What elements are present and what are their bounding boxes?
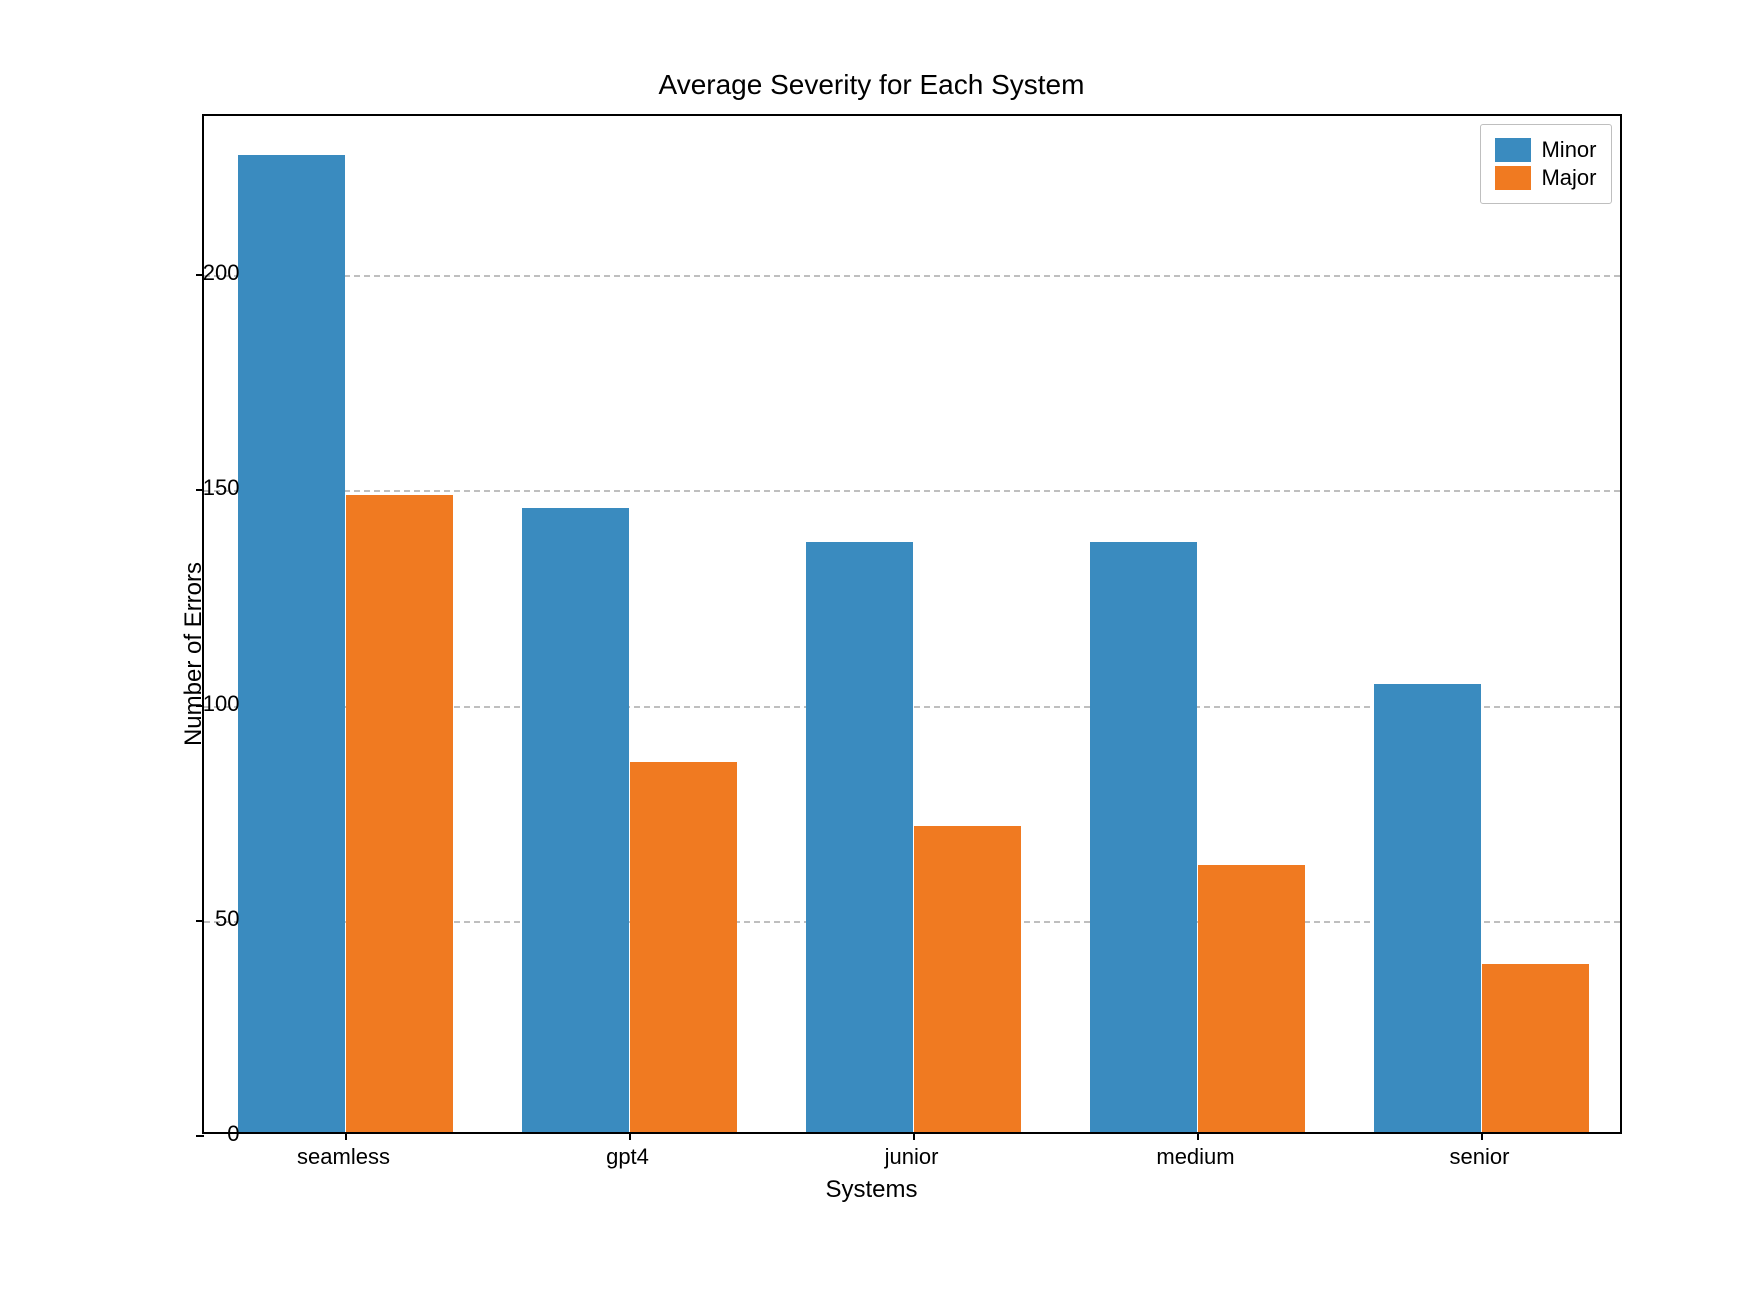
- x-tick-label: seamless: [297, 1144, 390, 1170]
- bar: [1374, 684, 1482, 1132]
- grid-line: [204, 275, 1620, 277]
- x-tick-mark: [345, 1132, 347, 1140]
- bar: [1090, 542, 1198, 1132]
- x-tick-label: medium: [1156, 1144, 1234, 1170]
- x-tick-mark: [913, 1132, 915, 1140]
- y-tick-label: 50: [180, 906, 240, 932]
- bar: [1482, 964, 1590, 1132]
- bar: [914, 826, 1022, 1132]
- legend-swatch: [1495, 138, 1531, 162]
- grid-line: [204, 490, 1620, 492]
- y-tick-label: 0: [180, 1121, 240, 1147]
- bar: [522, 508, 630, 1132]
- bar: [806, 542, 914, 1132]
- bar: [630, 762, 738, 1132]
- plot-area: MinorMajor: [202, 114, 1622, 1134]
- legend-item: Minor: [1495, 137, 1596, 163]
- chart-title: Average Severity for Each System: [72, 69, 1672, 101]
- y-tick-label: 100: [180, 691, 240, 717]
- y-tick-label: 150: [180, 475, 240, 501]
- legend-label: Minor: [1541, 137, 1596, 163]
- bar: [1198, 865, 1306, 1132]
- bar: [346, 495, 454, 1132]
- chart-container: Average Severity for Each System Number …: [72, 54, 1672, 1254]
- bar: [238, 155, 346, 1132]
- x-tick-label: junior: [885, 1144, 939, 1170]
- y-tick-label: 200: [180, 260, 240, 286]
- x-tick-label: senior: [1450, 1144, 1510, 1170]
- x-tick-mark: [1197, 1132, 1199, 1140]
- x-axis-label: Systems: [72, 1176, 1672, 1204]
- x-tick-mark: [629, 1132, 631, 1140]
- legend-item: Major: [1495, 165, 1596, 191]
- legend: MinorMajor: [1480, 124, 1611, 204]
- x-tick-label: gpt4: [606, 1144, 649, 1170]
- x-tick-mark: [1481, 1132, 1483, 1140]
- legend-swatch: [1495, 166, 1531, 190]
- legend-label: Major: [1541, 165, 1596, 191]
